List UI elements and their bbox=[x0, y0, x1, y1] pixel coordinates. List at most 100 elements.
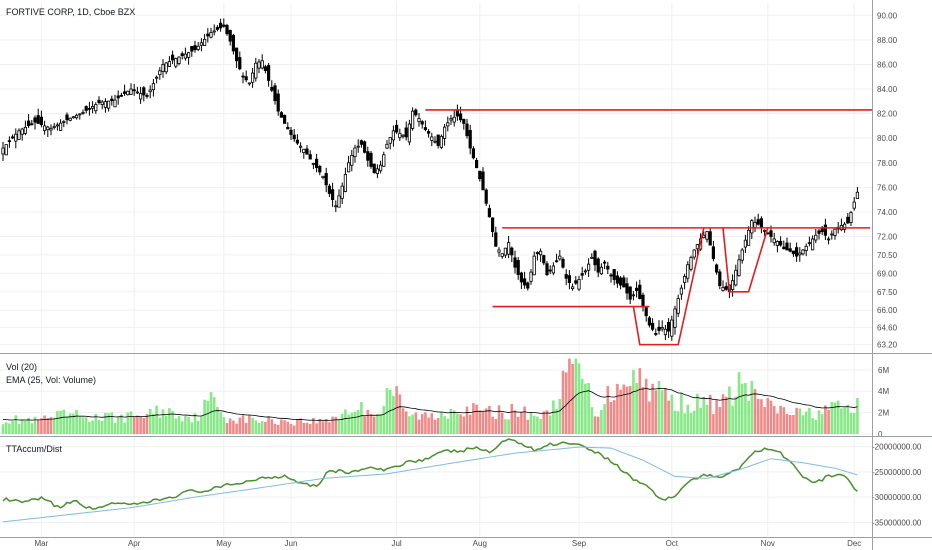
candle-body bbox=[446, 122, 450, 127]
candle-body bbox=[94, 104, 98, 112]
volume-bar bbox=[33, 416, 37, 434]
candle-body bbox=[209, 32, 213, 38]
volume-bar bbox=[340, 413, 344, 434]
candle-body bbox=[506, 242, 511, 255]
volume-bar bbox=[36, 419, 40, 434]
volume-bar bbox=[635, 382, 638, 434]
volume-bar bbox=[760, 399, 763, 434]
price-tick-label: 66.00 bbox=[877, 306, 898, 315]
accum-dist-title: TTAccum/Dist bbox=[6, 444, 62, 454]
volume-bar bbox=[843, 407, 846, 434]
accum-tick-label: -25000000.00 bbox=[872, 468, 922, 477]
candle-body bbox=[663, 328, 668, 336]
candle-body bbox=[676, 298, 680, 314]
volume-bar bbox=[107, 413, 110, 434]
candle-body bbox=[612, 269, 616, 280]
candle-body bbox=[596, 258, 600, 273]
volume-bar bbox=[513, 410, 517, 434]
volume-bar bbox=[804, 411, 808, 434]
volume-bar bbox=[491, 416, 494, 434]
candle-body bbox=[484, 189, 488, 204]
candle-body bbox=[436, 134, 440, 146]
candle-body bbox=[321, 175, 325, 179]
volume-bar bbox=[648, 401, 651, 434]
volume-bar bbox=[811, 418, 814, 434]
candle-body bbox=[526, 282, 530, 289]
volume-bar bbox=[270, 419, 274, 434]
volume-bar bbox=[251, 417, 254, 434]
candle-body bbox=[36, 115, 40, 124]
volume-pane[interactable] bbox=[1, 358, 859, 434]
volume-bar bbox=[555, 408, 558, 434]
candle-body bbox=[843, 223, 847, 230]
candle-body bbox=[43, 125, 47, 131]
volume-bar bbox=[459, 414, 462, 434]
volume-bar bbox=[612, 400, 616, 434]
candle-body bbox=[670, 319, 674, 337]
candle-body bbox=[503, 247, 508, 256]
candle-body bbox=[753, 221, 757, 229]
x-tick-label: Mar bbox=[35, 539, 49, 548]
candle-body bbox=[129, 88, 133, 95]
candle-body bbox=[59, 122, 63, 131]
volume-bar bbox=[219, 412, 222, 434]
candle-body bbox=[779, 240, 783, 246]
volume-bar bbox=[398, 394, 402, 434]
candle-body bbox=[308, 154, 312, 160]
pattern-line bbox=[632, 227, 705, 346]
candle-body bbox=[465, 123, 469, 137]
volume-bar bbox=[427, 417, 430, 434]
volume-bar bbox=[75, 409, 78, 434]
volume-bar bbox=[696, 393, 699, 434]
candle-body bbox=[513, 257, 517, 268]
candle-body bbox=[196, 45, 200, 50]
candle-body bbox=[551, 265, 556, 274]
volume-bar bbox=[334, 416, 338, 434]
candle-body bbox=[4, 144, 8, 156]
candle-body bbox=[590, 256, 594, 259]
volume-bar bbox=[622, 384, 626, 434]
candle-body bbox=[657, 326, 661, 331]
candle-body bbox=[689, 256, 693, 270]
candle-body bbox=[372, 163, 376, 173]
volume-bar bbox=[705, 404, 709, 434]
volume-bar bbox=[88, 421, 91, 434]
volume-bar bbox=[782, 407, 786, 434]
accum-dist-line bbox=[2, 438, 858, 510]
grid bbox=[0, 3, 872, 536]
volume-bar bbox=[8, 423, 11, 434]
price-tick-label: 82.00 bbox=[877, 110, 898, 119]
candle-body bbox=[494, 232, 498, 247]
candle-body bbox=[740, 249, 744, 261]
candle-body bbox=[180, 53, 184, 56]
volume-bar bbox=[142, 418, 146, 434]
candle-body bbox=[442, 126, 447, 139]
volume-bar bbox=[542, 411, 546, 434]
candle-body bbox=[823, 224, 828, 236]
accum-dist-pane[interactable] bbox=[2, 438, 858, 523]
candle-body bbox=[343, 174, 348, 192]
volume-bar bbox=[30, 423, 34, 434]
candle-body bbox=[523, 278, 527, 286]
price-pane[interactable] bbox=[1, 18, 872, 346]
volume-bar bbox=[302, 423, 306, 434]
volume-bar bbox=[849, 412, 853, 434]
candle-body bbox=[827, 238, 831, 241]
volume-bar bbox=[225, 423, 229, 434]
price-tick-label: 86.00 bbox=[877, 60, 898, 69]
candle-body bbox=[705, 231, 709, 240]
volume-bar bbox=[539, 418, 542, 434]
candle-body bbox=[574, 280, 578, 284]
volume-bar bbox=[734, 396, 738, 434]
volume-bar bbox=[852, 412, 856, 434]
accum-tick-label: -20000000.00 bbox=[872, 443, 922, 452]
volume-bar bbox=[68, 413, 72, 434]
volume-bar bbox=[795, 407, 798, 434]
candle-body bbox=[788, 248, 792, 252]
volume-bar bbox=[558, 398, 562, 434]
x-tick-label: Sep bbox=[572, 539, 587, 548]
candle-body bbox=[78, 113, 82, 116]
volume-bar bbox=[267, 416, 270, 434]
candle-body bbox=[164, 62, 168, 73]
